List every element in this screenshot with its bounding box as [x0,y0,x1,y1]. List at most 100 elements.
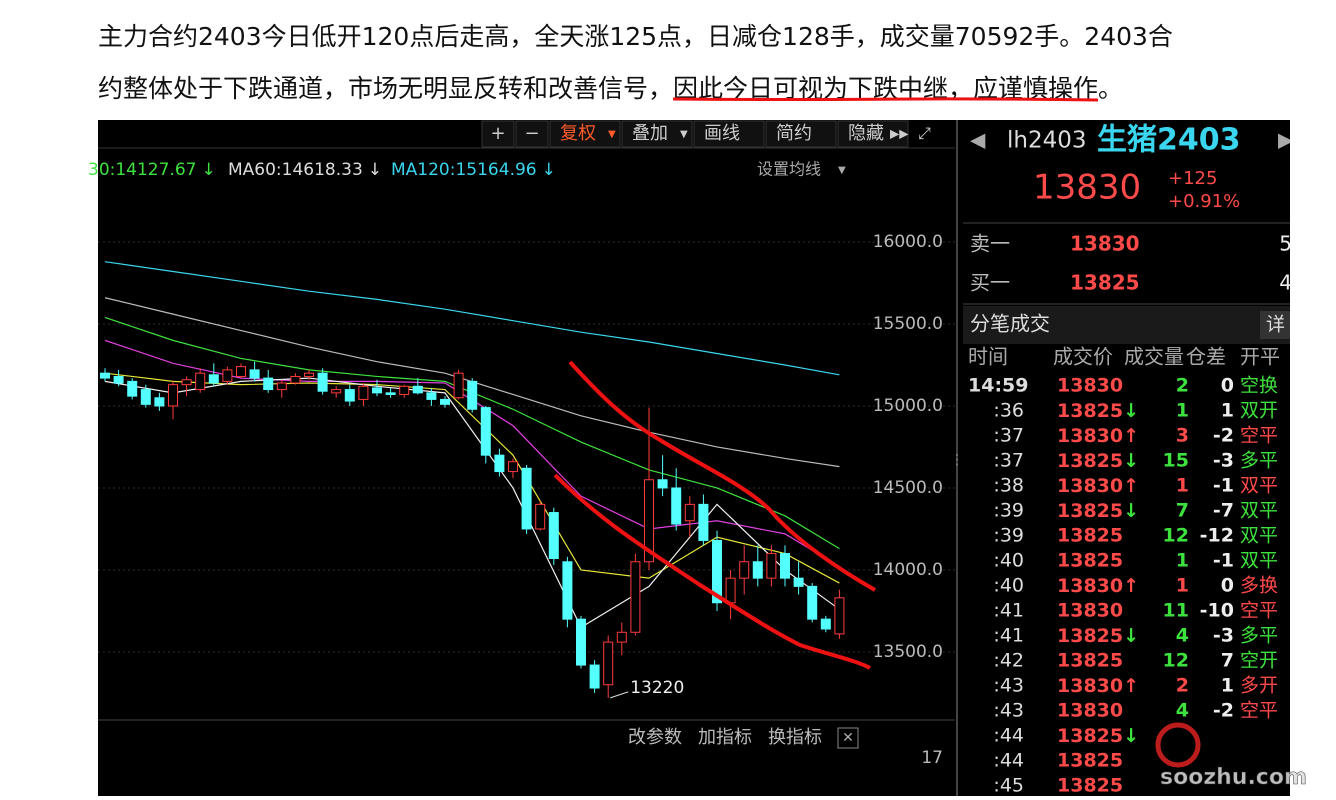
paragraph-line: 主力合约2403今日低开120点后走高，全天涨125点，日减仓128手，成交量7… [98,22,1173,51]
ma-legend-label: MA60: [228,160,282,180]
trade-price-digits: 13830 [1057,425,1123,447]
trade-cell: :37 [993,425,1024,447]
book-volume: 5 [1279,232,1292,256]
trade-cell: 空平 [1240,600,1278,622]
candle-body [766,553,777,579]
candle-body [276,382,287,391]
symbol-code: lh2403 [1007,128,1087,154]
indicator-button[interactable]: 加指标 [698,727,752,748]
toolbar-button-bg[interactable] [481,120,515,148]
table-header: 时间 [968,345,1008,369]
indicator-button[interactable]: 改参数 [628,727,682,748]
trade-direction: ↓ [1123,725,1139,747]
candle-body [603,641,614,686]
candle-body [412,385,423,394]
trade-cell: 多平 [1240,625,1278,647]
prev-arrow[interactable]: ◀ [970,128,986,152]
candle-body [521,467,532,530]
dropdown-caret: ▼ [680,129,688,140]
trade-cell: -2 [1213,425,1234,447]
trade-cell: :45 [993,775,1024,797]
trade-cell: -10 [1200,600,1234,622]
trade-cell: -2 [1213,700,1234,722]
toolbar-button[interactable]: − [524,123,539,144]
toolbar-button[interactable]: 画线 [704,123,740,144]
trade-direction: ↓ [1123,400,1139,422]
fullscreen-icon[interactable]: ⤢ [918,124,931,143]
toolbar-button-bg[interactable] [837,120,909,148]
toolbar-button-bg[interactable] [549,120,621,148]
candle-body [290,375,301,384]
toolbar-button[interactable]: 隐藏 [848,123,884,144]
trade-cell: -1 [1213,475,1234,497]
trade-cell: 13830↑ [1057,675,1139,697]
toolbar-button[interactable]: 叠加 [632,123,668,144]
detail-button-bg[interactable] [1260,311,1294,339]
trade-cell: 1 [1221,400,1234,422]
trade-cell: 多平 [1240,450,1278,472]
trade-cell: :36 [993,400,1024,422]
trade-cell: :38 [993,475,1024,497]
trade-direction: ↑ [1123,575,1139,597]
candle-body [535,503,546,530]
candle-body [453,372,464,399]
trade-cell: 0 [1221,575,1234,597]
candle-body [127,380,138,397]
trade-cell: 2 [1176,675,1189,697]
next-arrow[interactable]: ▶ [1278,128,1294,152]
quote-panel: ◀ ▶ lh2403 生猪2403 13830 +125 +0.91% 分笔成交… [963,123,1294,797]
divider-handle[interactable]: ⋮ [950,452,964,468]
close-button[interactable] [837,727,859,749]
trade-cell: :43 [993,700,1024,722]
ma-legend-value: 15164.96 [455,160,536,180]
trade-cell: 空换 [1240,375,1278,397]
trade-cell: 13825 [1057,650,1123,672]
candle-body [671,487,682,525]
book-volume: 4 [1279,271,1292,295]
trade-price-digits: 13825 [1057,400,1123,422]
detail-button[interactable]: 详 [1266,314,1285,336]
toolbar-button-bg[interactable] [693,120,765,148]
trade-cell: 4 [1176,700,1189,722]
candle-body [344,389,355,402]
ma-legend: MA120:15164.96 ↓ [391,160,556,180]
y-tick-label: 15500.0 [873,314,943,334]
candle-body [739,561,750,579]
book-label: 买一 [970,271,1010,295]
trade-price-digits: 13830 [1057,575,1123,597]
toolbar-button[interactable]: 简约 [776,123,812,144]
ma-line [104,372,840,584]
trade-cell: -12 [1200,525,1234,547]
trade-cell: -1 [1213,550,1234,572]
table-header: 成交量 [1124,345,1184,369]
ma-settings[interactable]: 设置均线 [757,160,821,179]
trade-cell: :40 [993,575,1024,597]
toolbar-button[interactable]: 复权 [560,123,596,144]
trade-direction: ↑ [1123,425,1139,447]
trade-cell: 多换 [1240,575,1278,597]
candle-body [331,389,342,394]
trade-direction: ↑ [1123,475,1139,497]
candle-body [181,379,192,386]
trade-cell: :40 [993,550,1024,572]
indicator-button[interactable]: 换指标 [768,727,822,748]
toolbar-button-bg[interactable] [515,120,549,148]
candle-body [630,561,641,633]
trade-cell: 12 [1163,525,1189,547]
trade-cell: 1 [1176,400,1189,422]
candle-body [725,577,736,604]
trade-price-digits: 13825 [1057,725,1123,747]
trade-cell: 双平 [1240,475,1278,497]
candle-body [752,561,763,579]
candle-body [712,539,722,604]
toolbar-button[interactable]: + [490,123,505,144]
trade-cell: 1 [1176,475,1189,497]
watermark-text: soozhu.com [1160,765,1307,790]
toolbar-button-bg[interactable] [765,120,837,148]
candle-body [358,385,369,400]
toolbar-button-bg[interactable] [621,120,693,148]
price-change-pct: +0.91% [1168,191,1240,212]
trend-annotation [553,473,871,670]
